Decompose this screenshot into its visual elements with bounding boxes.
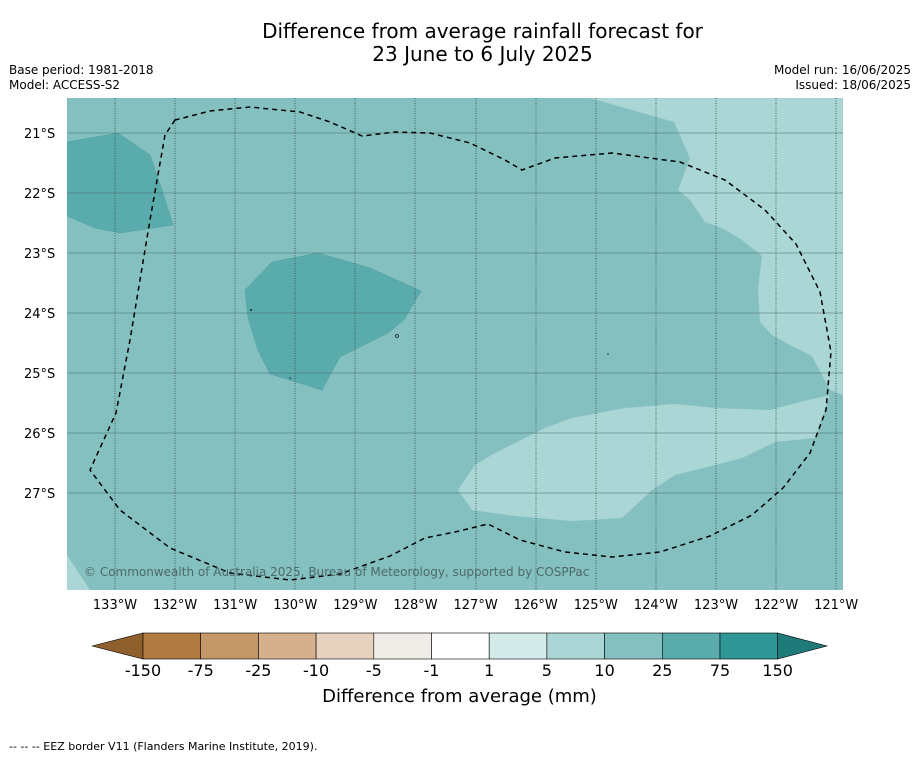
colorbar-label: Difference from average (mm) <box>322 686 597 707</box>
issued-date: Issued: 18/06/2025 <box>795 78 911 92</box>
colorbar-tick-label: -75 <box>187 661 214 680</box>
colorbar-segment <box>661 632 721 660</box>
colorbar-tick-label: 1 <box>484 661 495 680</box>
colorbar-segment <box>200 632 259 660</box>
map-title-line2: 23 June to 6 July 2025 <box>372 42 593 66</box>
colorbar-segment <box>142 632 202 660</box>
meta-left: Base period: 1981-2018 Model: ACCESS-S2 <box>9 63 154 93</box>
colorbar-segment <box>258 632 317 660</box>
y-tick-label: 24°S <box>24 307 56 322</box>
x-tick-label: 127°W <box>453 598 498 613</box>
y-tick-label: 25°S <box>24 367 56 382</box>
colorbar-tick-label: 75 <box>709 661 731 680</box>
colorbar-tick-label: -10 <box>303 661 330 680</box>
x-tick-label: 128°W <box>393 598 438 613</box>
meta-right: Model run: 16/06/2025 Issued: 18/06/2025 <box>774 63 911 93</box>
colorbar-arrow-low <box>91 632 144 660</box>
colorbar-segment <box>546 632 605 660</box>
eez-footnote: -- -- -- EEZ border V11 (Flanders Marine… <box>9 740 318 753</box>
islet-marker-1 <box>250 309 252 311</box>
map-title-line1: Difference from average rainfall forecas… <box>262 19 703 43</box>
colorbar-tick-label: -5 <box>365 661 382 680</box>
colorbar <box>91 632 829 660</box>
colorbar-tick-label: -150 <box>124 661 162 680</box>
colorbar-arrow-high <box>777 632 829 660</box>
y-tick-label: 21°S <box>24 127 56 142</box>
colorbar-segment <box>488 632 548 660</box>
colorbar-tick-label: -25 <box>245 661 272 680</box>
x-tick-label: 121°W <box>814 598 859 613</box>
model-name: Model: ACCESS-S2 <box>9 78 121 92</box>
colorbar-segment <box>604 632 663 660</box>
x-tick-label: 130°W <box>273 598 318 613</box>
region-25-75-west <box>67 132 174 234</box>
colorbar-tick-label: 25 <box>652 661 673 680</box>
region-5-10-ne <box>589 98 843 396</box>
x-tick-label: 131°W <box>213 598 258 613</box>
map-gridlines <box>114 98 837 590</box>
islet-marker-4 <box>289 377 291 379</box>
y-tick-label: 22°S <box>24 187 56 202</box>
map-fill-layer <box>67 98 843 590</box>
y-tick-label: 23°S <box>24 247 56 262</box>
x-tick-label: 124°W <box>633 598 678 613</box>
y-tick-label: 27°S <box>24 487 56 502</box>
islet-marker-3 <box>607 353 609 355</box>
x-tick-label: 132°W <box>153 598 198 613</box>
colorbar-tick-label: 150 <box>762 661 793 680</box>
base-period: Base period: 1981-2018 <box>9 63 154 77</box>
colorbar-tick-label: 5 <box>541 661 552 680</box>
x-tick-label: 122°W <box>754 598 799 613</box>
x-tick-label: 129°W <box>333 598 378 613</box>
copyright-notice: © Commonwealth of Australia 2025, Bureau… <box>84 565 590 579</box>
region-5-10-south <box>457 394 831 522</box>
x-tick-label: 133°W <box>92 598 138 613</box>
map-latlines <box>67 132 843 494</box>
y-tick-label: 26°S <box>24 427 56 442</box>
colorbar-segment <box>431 632 490 660</box>
colorbar-segment <box>719 632 779 660</box>
islet-marker-2 <box>395 334 399 338</box>
region-5-10-sw <box>67 555 90 590</box>
x-tick-label: 126°W <box>513 598 558 613</box>
x-tick-label: 125°W <box>573 598 618 613</box>
eez-border <box>89 106 832 581</box>
x-tick-label: 123°W <box>693 598 739 613</box>
colorbar-tick-label: -1 <box>423 661 440 680</box>
colorbar-segment <box>315 632 375 660</box>
colorbar-segment <box>373 632 432 660</box>
model-run: Model run: 16/06/2025 <box>773 63 911 77</box>
colorbar-tick-label: 10 <box>594 661 615 680</box>
